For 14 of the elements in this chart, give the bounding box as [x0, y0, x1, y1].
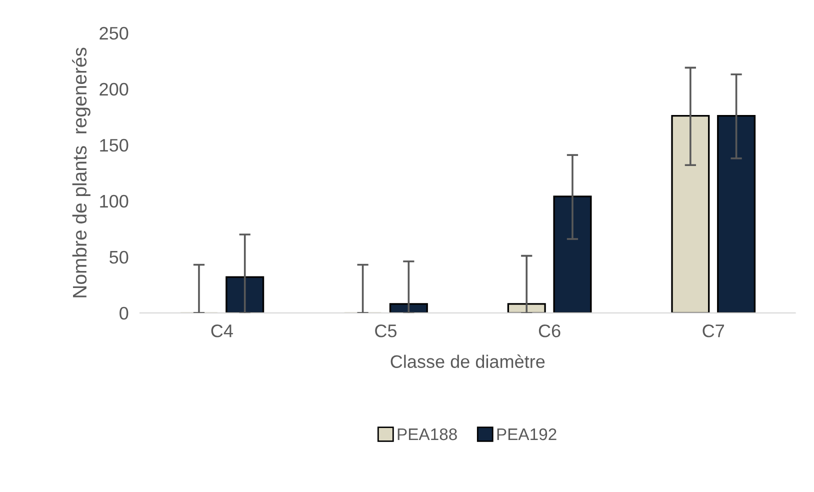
x-tick-label: C7	[702, 324, 724, 338]
y-tick-label: 250	[100, 26, 128, 40]
x-tick-label: C6	[538, 324, 560, 338]
legend-label: PEA188	[398, 428, 457, 440]
y-tick-label: 200	[100, 82, 128, 96]
y-axis-title: Nombre de plants regenerés	[72, 48, 90, 298]
y-tick-label: 50	[110, 250, 128, 264]
x-axis-title: Classe de diamètre	[390, 354, 545, 368]
y-tick-label: 100	[100, 194, 128, 208]
y-tick-label: 150	[100, 138, 128, 152]
x-tick-label: C5	[375, 324, 397, 338]
y-tick-label: 0	[120, 306, 128, 320]
x-tick-label: C4	[211, 324, 233, 338]
legend-label: PEA192	[497, 428, 556, 440]
